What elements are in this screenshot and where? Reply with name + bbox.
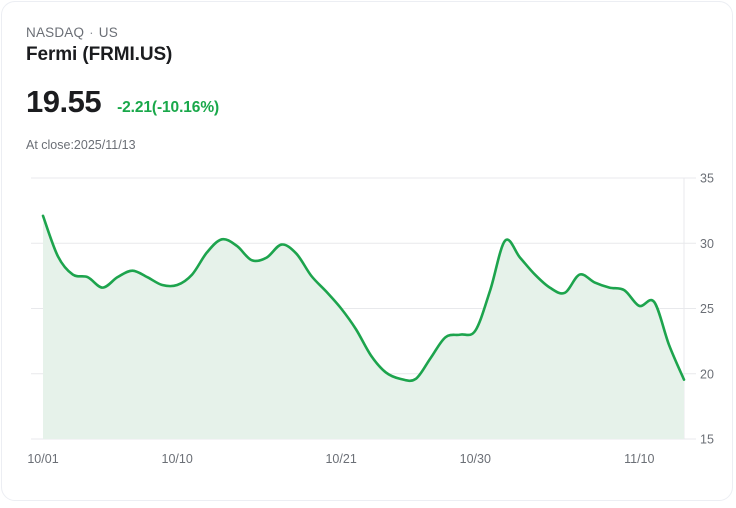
x-axis-labels: 10/01 10/10 10/21 10/30 11/10 — [27, 452, 654, 466]
price-area-fill — [43, 215, 684, 439]
y-axis-tick-label: 35 — [700, 172, 714, 186]
price-change: -2.21(-10.16%) — [117, 99, 220, 116]
y-axis-tick-label: 30 — [700, 237, 714, 251]
x-axis-tick-label: 10/30 — [460, 452, 491, 466]
y-axis-labels: 35 30 25 20 15 — [700, 172, 714, 447]
y-axis-tick-label: 20 — [700, 367, 714, 381]
x-axis-tick-label: 10/10 — [162, 452, 193, 466]
price-chart[interactable]: 35 30 25 20 15 10/01 10/10 10/21 10/30 11/10 — [2, 157, 733, 477]
price-line — [41, 214, 686, 383]
page-title: Fermi (FRMI.US) — [26, 44, 173, 65]
y-axis-tick-label: 25 — [700, 302, 714, 316]
x-axis-tick-label: 10/21 — [325, 452, 356, 466]
quote-summary: 19.55 -2.21(-10.16%) — [26, 84, 219, 120]
y-axis-tick-label: 15 — [700, 433, 714, 447]
x-axis-tick-label: 11/10 — [624, 452, 654, 466]
breadcrumb-separator: · — [89, 25, 94, 40]
exchange-breadcrumb: NASDAQ · US — [26, 25, 118, 40]
price-chart-svg[interactable]: 35 30 25 20 15 10/01 10/10 10/21 10/30 11/10 — [2, 157, 733, 477]
exchange-name: NASDAQ — [26, 25, 85, 40]
last-price: 19.55 — [26, 84, 102, 119]
market-status-note: At close:2025/11/13 — [26, 138, 136, 152]
stock-quote-card: NASDAQ · US Fermi (FRMI.US) 19.55 -2.21(-1… — [1, 1, 733, 501]
x-axis-tick-label: 10/01 — [27, 452, 58, 466]
region-label: US — [98, 25, 118, 40]
